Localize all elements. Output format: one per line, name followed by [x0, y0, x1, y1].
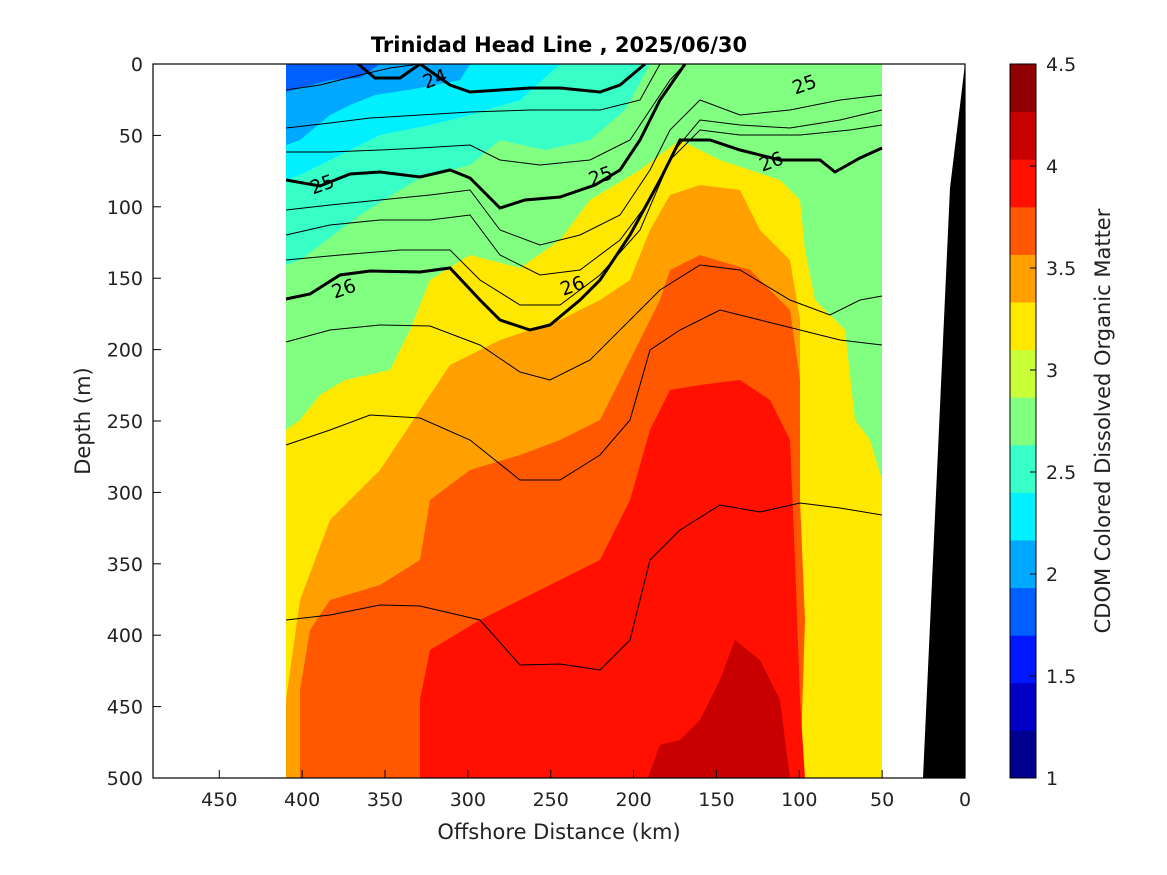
colorbar-segment [1010, 635, 1036, 684]
density-contour-thin [285, 264, 883, 381]
colorbar-segment [1010, 730, 1036, 779]
cdom-band-4-5 [648, 640, 790, 778]
colorbar-tick-label: 1 [1046, 768, 1058, 790]
colorbar-segment [1010, 587, 1036, 636]
density-contour-thin [285, 124, 883, 306]
y-tick-label: 50 [119, 125, 143, 147]
x-tick-label: 150 [698, 789, 734, 811]
x-axis-label: Offshore Distance (km) [437, 820, 680, 844]
y-tick-label: 150 [107, 268, 143, 290]
colorbar-ticks: 1 1.5 2 2.5 3 3.5 4 4.5 [1030, 54, 1076, 790]
colorbar-tick-label: 3.5 [1046, 258, 1076, 280]
x-tick-label: 250 [533, 789, 569, 811]
colorbar-segment [1010, 254, 1036, 303]
colorbar [1010, 64, 1036, 779]
colorbar-segment [1010, 397, 1036, 446]
density-contours [285, 64, 883, 671]
y-tick-label: 500 [107, 768, 143, 790]
cdom-band-4-25 [420, 380, 805, 778]
density-contour-thin [285, 64, 421, 91]
colorbar-segment [1010, 492, 1036, 541]
colorbar-segment [1010, 540, 1036, 589]
x-tick-label: 0 [959, 789, 971, 811]
y-axis-label: Depth (m) [71, 367, 95, 474]
y-tick-label: 200 [107, 340, 143, 362]
y-tick-label: 0 [131, 54, 143, 76]
colorbar-tick-label: 3 [1046, 360, 1058, 382]
colorbar-segment [1010, 111, 1036, 160]
colorbar-tick-label: 4.5 [1046, 54, 1076, 76]
y-tick-label: 400 [107, 625, 143, 647]
colorbar-segment [1010, 64, 1036, 113]
density-contour-thin [285, 309, 883, 481]
colorbar-segment [1010, 159, 1036, 208]
x-tick-label: 50 [870, 789, 894, 811]
y-tick-label: 450 [107, 697, 143, 719]
x-tick-label: 200 [615, 789, 651, 811]
density-contour-thin [285, 109, 883, 276]
colorbar-tick-label: 4 [1046, 156, 1058, 178]
chart-title: Trinidad Head Line , 2025/06/30 [371, 33, 747, 57]
x-tick-label: 100 [781, 789, 817, 811]
y-tick-label: 300 [107, 482, 143, 504]
colorbar-tick-label: 2 [1046, 564, 1058, 586]
x-tick-label: 450 [201, 789, 237, 811]
cdom-band-below-2 [286, 64, 380, 92]
colorbar-segment [1010, 206, 1036, 255]
colorbar-segment [1010, 349, 1036, 398]
density-contour-thin [285, 94, 883, 246]
density-contour-25 [285, 64, 687, 210]
x-axis: 450 400 350 300 250 200 150 100 50 0 [201, 770, 971, 811]
colorbar-segment [1010, 682, 1036, 731]
colorbar-segment [1010, 302, 1036, 351]
x-tick-label: 300 [450, 789, 486, 811]
density-contour-thin [286, 64, 686, 166]
colorbar-tick-label: 2.5 [1046, 462, 1076, 484]
y-tick-label: 100 [107, 197, 143, 219]
y-axis: 0 50 100 150 200 250 300 350 400 450 500 [107, 54, 161, 790]
cdom-filled-contours [286, 64, 965, 778]
colorbar-tick-label: 1.5 [1046, 666, 1076, 688]
x-tick-label: 350 [367, 789, 403, 811]
density-contour-thin [285, 502, 883, 671]
colorbar-label: CDOM Colored Dissolved Organic Matter [1091, 208, 1115, 633]
density-contour-26 [285, 138, 883, 332]
x-tick-label: 400 [284, 789, 320, 811]
seafloor-bathymetry [923, 64, 965, 778]
cdom-band-below-2-25 [286, 64, 470, 145]
colorbar-segment [1010, 444, 1036, 493]
colorbar-frame [1009, 63, 1037, 779]
density-contour-24 [357, 64, 646, 94]
density-contour-thin [285, 64, 661, 129]
y-tick-label: 250 [107, 411, 143, 433]
y-tick-label: 350 [107, 554, 143, 576]
